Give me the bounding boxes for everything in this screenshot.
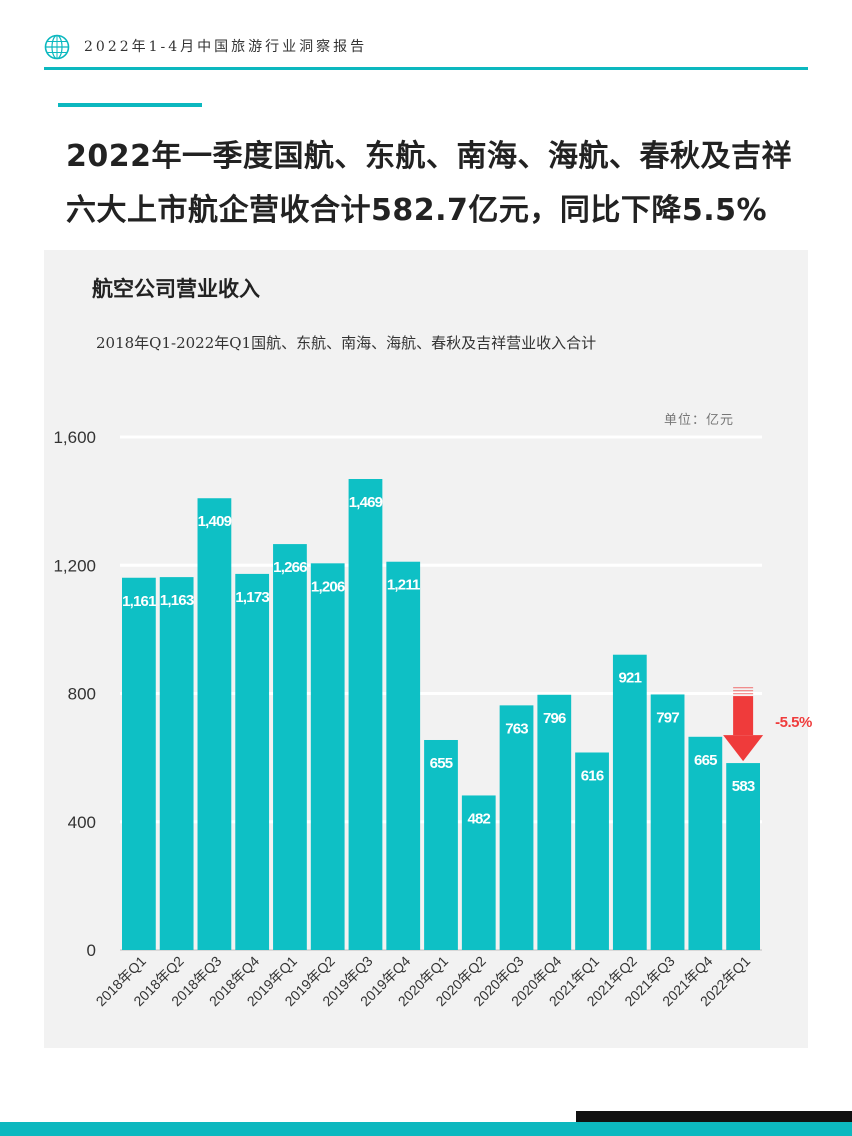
- accent-divider: [58, 103, 202, 107]
- bar: [650, 694, 685, 950]
- y-tick-label: 800: [68, 685, 96, 704]
- bar: [537, 694, 572, 950]
- chart-title: 航空公司营业收入: [92, 277, 260, 301]
- bar: [424, 739, 458, 950]
- data-label: 1,469: [349, 494, 383, 511]
- data-label: 1,211: [387, 577, 420, 594]
- y-tick-label: 1,200: [53, 556, 96, 575]
- bar: [197, 498, 232, 950]
- footer-bar-dark: [576, 1111, 852, 1122]
- data-label: 797: [656, 709, 679, 726]
- y-tick-label: 0: [87, 941, 96, 960]
- bar: [235, 573, 270, 950]
- header-divider: [44, 67, 808, 70]
- data-label: 655: [430, 755, 453, 772]
- bar: [688, 736, 723, 950]
- data-label: 1,206: [311, 578, 345, 595]
- bar: [461, 795, 496, 950]
- data-label: 1,266: [273, 559, 307, 576]
- bar-chart: 04008001,2001,6001,1612018年Q11,1632018年Q…: [53, 428, 812, 1009]
- data-label: 921: [619, 670, 642, 687]
- bar: [726, 763, 760, 950]
- bar: [386, 561, 421, 950]
- down-arrow-icon: [723, 687, 764, 762]
- unit-label: 单位：亿元: [664, 413, 735, 428]
- data-label: 482: [467, 810, 490, 827]
- data-label: 1,163: [160, 592, 194, 609]
- data-label: 796: [543, 710, 566, 727]
- data-label: 1,173: [235, 589, 269, 606]
- bar: [159, 577, 194, 950]
- data-label: 616: [581, 767, 604, 784]
- globe-icon: [44, 34, 70, 60]
- data-label: 763: [505, 720, 528, 737]
- headline-line-1: 2022年一季度国航、东航、南海、海航、春秋及吉祥: [66, 139, 792, 174]
- bar: [499, 705, 534, 950]
- y-tick-label: 400: [68, 813, 96, 832]
- headline-line-2: 六大上市航企营收合计582.7亿元，同比下降5.5%: [66, 193, 768, 228]
- decline-annotation: -5.5%: [775, 714, 812, 731]
- bar: [612, 654, 647, 950]
- data-label: 1,161: [122, 593, 156, 610]
- bar: [348, 479, 383, 950]
- bar: [575, 752, 609, 950]
- data-label: 583: [732, 778, 755, 795]
- footer-bar-accent: [0, 1122, 852, 1136]
- y-tick-label: 1,600: [53, 428, 96, 447]
- bar: [273, 544, 307, 950]
- data-label: 1,409: [198, 513, 232, 530]
- data-label: 665: [694, 752, 717, 769]
- bar: [122, 577, 156, 950]
- bar: [310, 563, 345, 950]
- report-title: 2022年1-4月中国旅游行业洞察报告: [84, 39, 368, 55]
- chart-subtitle: 2018年Q1-2022年Q1国航、东航、南海、海航、春秋及吉祥营业收入合计: [96, 334, 597, 352]
- headline: 2022年一季度国航、东航、南海、海航、春秋及吉祥 六大上市航企营收合计582.…: [66, 130, 836, 238]
